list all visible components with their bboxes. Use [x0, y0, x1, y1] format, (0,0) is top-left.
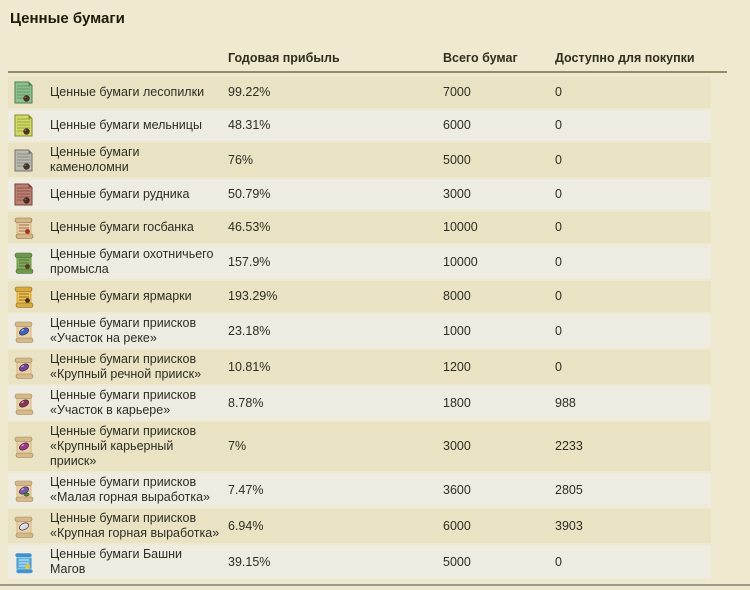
securities-row[interactable]: Ценные бумаги охотничьего промысла 157.9%…: [8, 245, 711, 279]
large-mountain-working-scroll-icon: [8, 513, 50, 540]
total-shares-value: 5000: [443, 152, 471, 167]
available-for-purchase-value: 2233: [555, 439, 583, 453]
mage-tower-scroll-icon: [8, 549, 50, 576]
total-shares-value: 3000: [443, 187, 471, 201]
security-name: Ценные бумаги приисков «Крупный речной п…: [50, 352, 202, 381]
available-for-purchase-value: 0: [555, 118, 562, 132]
total-shares-value: 3000: [443, 439, 471, 453]
security-name: Ценные бумаги приисков «Малая горная выр…: [50, 475, 210, 504]
large-quarry-mine-scroll-icon: [8, 433, 50, 460]
securities-row[interactable]: Ценные бумаги приисков «Участок на реке»…: [8, 314, 711, 348]
annual-profit-value: 6.94%: [228, 518, 264, 533]
securities-row[interactable]: Ценные бумаги мельницы 48.31% 6000 0: [8, 110, 711, 141]
securities-row[interactable]: Ценные бумаги приисков «Малая горная выр…: [8, 473, 711, 507]
sawmill-certificate-icon: [8, 79, 50, 106]
available-for-purchase-value: 0: [555, 554, 562, 569]
mill-certificate-icon: [8, 112, 50, 139]
page-title: Ценные бумаги: [10, 10, 125, 27]
security-name: Ценные бумаги каменоломни: [50, 145, 140, 174]
total-shares-value: 5000: [443, 554, 471, 569]
security-name: Ценные бумаги мельницы: [50, 118, 202, 132]
total-shares-value: 1200: [443, 359, 471, 374]
securities-row[interactable]: Ценные бумаги каменоломни 76% 5000 0: [8, 143, 711, 177]
annual-profit-value: 76%: [228, 152, 254, 167]
available-for-purchase-value: 0: [555, 220, 562, 234]
annual-profit-value: 23.18%: [228, 323, 271, 338]
river-plot-scroll-icon: [8, 318, 50, 345]
state-bank-scroll-icon: [8, 214, 50, 241]
security-name: Ценные бумаги ярмарки: [50, 289, 192, 303]
total-shares-value: 8000: [443, 289, 471, 303]
available-for-purchase-value: 0: [555, 254, 562, 269]
annual-profit-value: 39.15%: [228, 554, 271, 569]
annual-profit-value: 50.79%: [228, 187, 271, 201]
security-name: Ценные бумаги приисков «Крупный карьерны…: [50, 424, 197, 468]
total-shares-value: 1000: [443, 323, 471, 338]
small-mountain-working-scroll-icon: [8, 477, 50, 504]
bottom-divider: [0, 584, 750, 586]
securities-row[interactable]: Ценные бумаги госбанка 46.53% 10000 0: [8, 212, 711, 243]
annual-profit-value: 99.22%: [228, 85, 271, 99]
available-for-purchase-value: 0: [555, 323, 562, 338]
fair-scroll-icon: [8, 283, 50, 310]
securities-row[interactable]: Ценные бумаги приисков «Крупный карьерны…: [8, 422, 711, 471]
security-name: Ценные бумаги Башни Магов: [50, 547, 183, 576]
annual-profit-value: 46.53%: [228, 220, 271, 234]
securities-row[interactable]: Ценные бумаги Башни Магов 39.15% 5000 0: [8, 545, 711, 579]
available-for-purchase-value: 0: [555, 187, 562, 201]
available-for-purchase-value: 0: [555, 289, 562, 303]
total-shares-value: 10000: [443, 220, 478, 234]
total-shares-value: 6000: [443, 118, 471, 132]
security-name: Ценные бумаги приисков «Крупная горная в…: [50, 511, 220, 540]
security-name: Ценные бумаги рудника: [50, 187, 190, 201]
hunting-scroll-icon: [8, 249, 50, 276]
annual-profit-value: 157.9%: [228, 254, 271, 269]
securities-row[interactable]: Ценные бумаги приисков «Крупный речной п…: [8, 350, 711, 384]
available-for-purchase-value: 2805: [555, 482, 583, 497]
total-shares-value: 1800: [443, 395, 471, 410]
available-for-purchase-value: 0: [555, 359, 562, 374]
annual-profit-value: 193.29%: [228, 289, 278, 303]
annual-profit-value: 7.47%: [228, 482, 264, 497]
total-shares-value: 7000: [443, 85, 471, 99]
annual-profit-value: 7%: [228, 439, 247, 453]
column-header-annual-profit: Годовая прибыль: [228, 51, 340, 65]
securities-row[interactable]: Ценные бумаги приисков «Участок в карьер…: [8, 386, 711, 420]
total-shares-value: 6000: [443, 518, 471, 533]
available-for-purchase-value: 988: [555, 395, 576, 410]
security-name: Ценные бумаги приисков «Участок на реке»: [50, 316, 197, 345]
securities-row[interactable]: Ценные бумаги приисков «Крупная горная в…: [8, 509, 711, 543]
quarry-plot-scroll-icon: [8, 390, 50, 417]
security-name: Ценные бумаги госбанка: [50, 220, 194, 234]
table-header-row: Годовая прибыль Всего бумаг Доступно для…: [8, 51, 727, 73]
available-for-purchase-value: 3903: [555, 518, 583, 533]
quarry-certificate-icon: [8, 147, 50, 174]
large-river-mine-scroll-icon: [8, 354, 50, 381]
available-for-purchase-value: 0: [555, 85, 562, 99]
annual-profit-value: 8.78%: [228, 395, 264, 410]
security-name: Ценные бумаги охотничьего промысла: [50, 247, 214, 276]
securities-table: Ценные бумаги лесопилки 99.22% 7000 0 Ценные…: [8, 73, 750, 579]
mine-certificate-icon: [8, 181, 50, 208]
total-shares-value: 3600: [443, 482, 471, 497]
available-for-purchase-value: 0: [555, 152, 562, 167]
annual-profit-value: 48.31%: [228, 118, 271, 132]
securities-row[interactable]: Ценные бумаги рудника 50.79% 3000 0: [8, 179, 711, 210]
securities-row[interactable]: Ценные бумаги ярмарки 193.29% 8000 0: [8, 281, 711, 312]
security-name: Ценные бумаги приисков «Участок в карьер…: [50, 388, 197, 417]
security-name: Ценные бумаги лесопилки: [50, 85, 205, 99]
securities-row[interactable]: Ценные бумаги лесопилки 99.22% 7000 0: [8, 77, 711, 108]
annual-profit-value: 10.81%: [228, 359, 271, 374]
column-header-available: Доступно для покупки: [555, 51, 695, 65]
column-header-total-shares: Всего бумаг: [443, 51, 518, 65]
total-shares-value: 10000: [443, 254, 478, 269]
